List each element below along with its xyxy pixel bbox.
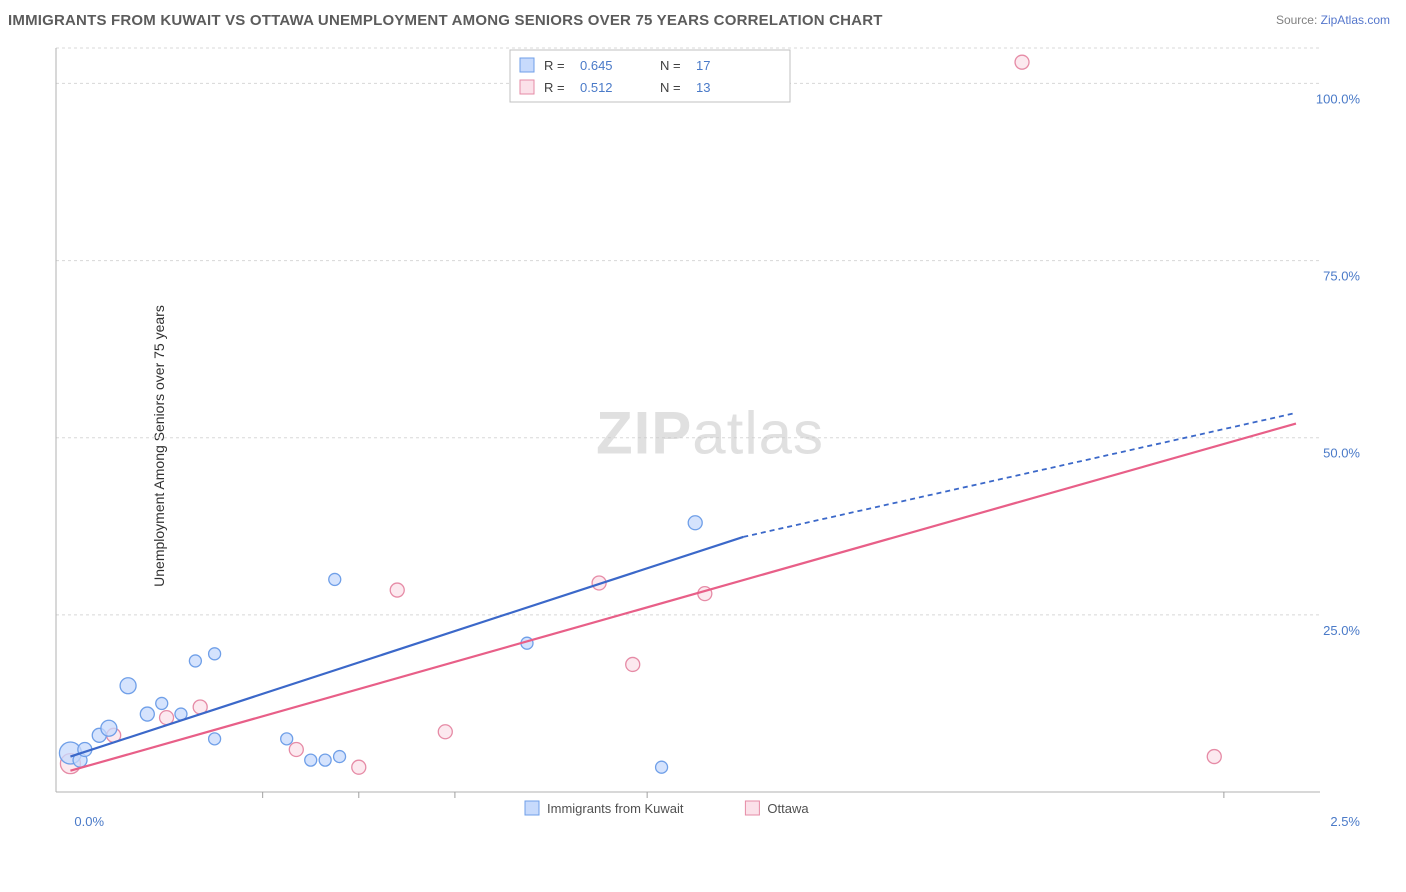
- bottom-legend-label-ottawa: Ottawa: [767, 801, 809, 816]
- bottom-legend-swatch-ottawa: [745, 801, 759, 815]
- legend-n-value-kuwait: 17: [696, 58, 710, 73]
- data-point-ottawa: [626, 657, 640, 671]
- y-tick-label: 25.0%: [1323, 623, 1360, 638]
- data-point-kuwait: [156, 697, 168, 709]
- data-point-kuwait: [656, 761, 668, 773]
- legend-n-label-kuwait: N =: [660, 58, 681, 73]
- data-point-kuwait: [101, 720, 117, 736]
- legend-r-label-ottawa: R =: [544, 80, 565, 95]
- data-point-ottawa: [289, 742, 303, 756]
- chart-svg: 25.0% 50.0% 75.0% 100.0% 0.0% 2.5% R = 0.645 N =…: [50, 40, 1370, 840]
- regression-line-kuwait: [70, 537, 743, 757]
- x-tick-label-right: 2.5%: [1330, 814, 1360, 829]
- chart-source: Source: ZipAtlas.com: [1276, 13, 1390, 27]
- data-point-ottawa: [1015, 55, 1029, 69]
- data-point-kuwait: [189, 655, 201, 667]
- data-point-kuwait: [305, 754, 317, 766]
- data-point-ottawa: [1207, 750, 1221, 764]
- data-point-ottawa: [438, 725, 452, 739]
- y-tick-label: 75.0%: [1323, 269, 1360, 284]
- y-tick-label: 50.0%: [1323, 446, 1360, 461]
- y-tick-label: 100.0%: [1316, 91, 1361, 106]
- legend-swatch-ottawa: [520, 80, 534, 94]
- data-point-kuwait: [329, 573, 341, 585]
- regression-line-ottawa: [70, 424, 1296, 771]
- data-point-kuwait: [209, 648, 221, 660]
- data-point-kuwait: [120, 678, 136, 694]
- data-point-kuwait: [209, 733, 221, 745]
- bottom-legend-label-kuwait: Immigrants from Kuwait: [547, 801, 684, 816]
- legend-r-value-ottawa: 0.512: [580, 80, 613, 95]
- bottom-legend-swatch-kuwait: [525, 801, 539, 815]
- legend-swatch-kuwait: [520, 58, 534, 72]
- data-point-ottawa: [352, 760, 366, 774]
- data-point-kuwait: [281, 733, 293, 745]
- source-label: Source:: [1276, 13, 1321, 27]
- data-point-kuwait: [319, 754, 331, 766]
- chart-title: IMMIGRANTS FROM KUWAIT VS OTTAWA UNEMPLO…: [8, 12, 883, 29]
- data-point-kuwait: [688, 516, 702, 530]
- legend-r-value-kuwait: 0.645: [580, 58, 613, 73]
- chart-header: IMMIGRANTS FROM KUWAIT VS OTTAWA UNEMPLO…: [0, 0, 1406, 40]
- x-tick-label-left: 0.0%: [74, 814, 104, 829]
- data-point-kuwait: [140, 707, 154, 721]
- regression-extrap-kuwait: [743, 413, 1296, 537]
- chart-plot-area: ZIPatlas 25.0%50.0%75.0%100.0%0.0%2.5%R …: [50, 40, 1370, 840]
- legend-n-label-ottawa: N =: [660, 80, 681, 95]
- data-point-kuwait: [334, 751, 346, 763]
- legend-r-label-kuwait: R =: [544, 58, 565, 73]
- data-point-ottawa: [390, 583, 404, 597]
- source-link[interactable]: ZipAtlas.com: [1321, 13, 1390, 27]
- legend-n-value-ottawa: 13: [696, 80, 710, 95]
